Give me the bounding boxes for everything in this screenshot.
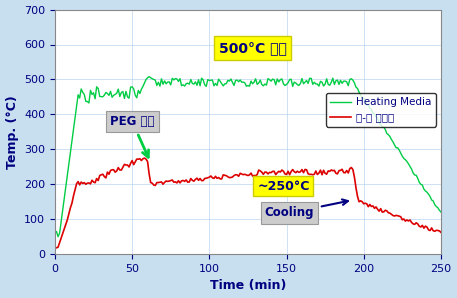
고-유 분리부	[288, 170, 294, 173]
Heating Media	[146, 75, 152, 78]
Text: Cooling: Cooling	[265, 199, 348, 219]
Text: ~250°C: ~250°C	[257, 179, 309, 193]
Heating Media	[288, 77, 294, 81]
Heating Media	[52, 232, 58, 235]
Y-axis label: Temp. (°C): Temp. (°C)	[5, 95, 19, 169]
Line: Heating Media: Heating Media	[55, 77, 441, 237]
Text: 500°C 내외: 500°C 내외	[218, 41, 287, 55]
고-유 분리부	[316, 171, 322, 175]
Heating Media	[231, 84, 237, 87]
Text: PEG 투입: PEG 투입	[110, 115, 154, 157]
고-유 분리부	[231, 174, 237, 177]
Heating Media	[316, 84, 322, 88]
고-유 분리부	[52, 245, 58, 249]
고-유 분리부	[284, 173, 289, 176]
Line: 고-유 분리부: 고-유 분리부	[55, 158, 441, 248]
Heating Media	[284, 83, 289, 86]
고-유 분리부	[345, 171, 351, 175]
Heating Media	[438, 210, 444, 214]
고-유 분리부	[207, 176, 212, 179]
Heating Media	[55, 235, 61, 238]
Legend: Heating Media, 고-유 분리부: Heating Media, 고-유 분리부	[326, 93, 436, 127]
고-유 분리부	[438, 231, 444, 234]
Heating Media	[345, 84, 351, 88]
고-유 분리부	[142, 156, 147, 160]
고-유 분리부	[54, 246, 59, 250]
X-axis label: Time (min): Time (min)	[210, 280, 286, 292]
Heating Media	[207, 79, 212, 82]
